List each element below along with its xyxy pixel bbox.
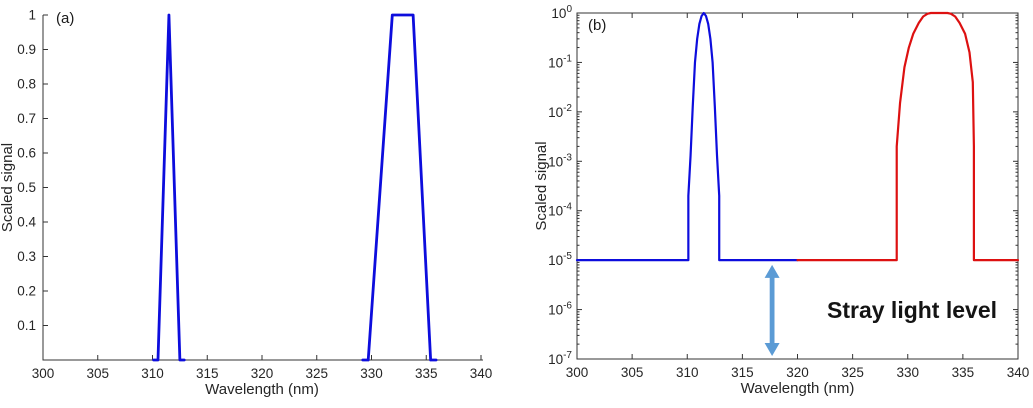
- tick-exponent: -5: [563, 251, 572, 262]
- panel-a: 300 305 310 315 320 325 330 335 340 0.1 0.2 0.3 0.4 0…: [0, 8, 492, 399]
- y-tick-label: 0.1: [17, 318, 36, 333]
- x-tick-label: 305: [621, 365, 644, 380]
- x-tick-label: 300: [566, 365, 589, 380]
- y-tick-label: 10-3: [548, 152, 572, 169]
- stray-light-level-label: Stray light level: [827, 297, 998, 323]
- series-slit-function-band-333nm: [361, 13, 438, 362]
- tick-mantissa: 10: [548, 253, 563, 268]
- stray-light-arrow-icon: [764, 264, 780, 356]
- x-tick-label: 340: [1007, 365, 1030, 380]
- y-tick-label: 10-4: [548, 202, 572, 219]
- y-tick-label: 0.4: [17, 215, 36, 230]
- y-tick-label: 0.7: [17, 111, 36, 126]
- tick-mantissa: 10: [548, 55, 563, 70]
- y-tick-label: 0.8: [17, 77, 36, 92]
- y-tick-label: 10-2: [548, 103, 572, 120]
- x-tick-label: 310: [141, 366, 164, 381]
- x-tick-label: 325: [305, 366, 328, 381]
- y-axis-label: Scaled signal: [533, 141, 550, 230]
- tick-exponent: -3: [563, 152, 572, 163]
- y-tick-label: 10-1: [548, 53, 572, 70]
- y-tick-label: 10-7: [548, 350, 572, 367]
- x-tick-label: 315: [196, 366, 219, 381]
- panel-a-label: (a): [56, 10, 75, 27]
- tick-exponent: 0: [566, 4, 572, 15]
- y-tick-label: 100: [551, 4, 572, 21]
- tick-exponent: -4: [563, 202, 572, 213]
- tick-mantissa: 10: [551, 6, 566, 21]
- x-tick-label: 325: [841, 365, 864, 380]
- x-tick-label: 310: [676, 365, 699, 380]
- tick-exponent: -7: [563, 350, 572, 361]
- x-tick-label: 300: [32, 366, 55, 381]
- tick-exponent: -2: [563, 103, 572, 114]
- x-tick-label: 320: [786, 365, 809, 380]
- y-tick-label: 0.6: [17, 146, 36, 161]
- x-tick-label: 340: [470, 366, 493, 381]
- y-tick-label: 10-5: [548, 251, 572, 268]
- y-tick-label: 0.2: [17, 284, 36, 299]
- x-tick-label: 305: [86, 366, 109, 381]
- tick-mantissa: 10: [548, 105, 563, 120]
- y-axis-label: Scaled signal: [0, 143, 16, 232]
- x-tick-label: 335: [952, 365, 975, 380]
- y-tick-label: 1: [28, 8, 36, 23]
- x-axis-label: Wavelength (nm): [205, 381, 319, 398]
- x-axis-label: Wavelength (nm): [741, 380, 855, 397]
- tick-mantissa: 10: [548, 204, 563, 219]
- tick-mantissa: 10: [548, 154, 563, 169]
- y-tick-label: 0.3: [17, 249, 36, 264]
- tick-mantissa: 10: [548, 352, 563, 367]
- x-tick-label: 320: [251, 366, 274, 381]
- series-band-333nm-log-scale: [796, 11, 1020, 262]
- series-band-311nm-log-scale: [575, 11, 799, 262]
- x-tick-label: 315: [731, 365, 754, 380]
- panel-b: 300 305 310 315 320 325 330 335 34010010-110-210…: [533, 4, 1029, 397]
- tick-exponent: -6: [563, 301, 572, 312]
- tick-exponent: -1: [563, 53, 572, 64]
- x-tick-label: 330: [360, 366, 383, 381]
- tick-mantissa: 10: [548, 303, 563, 318]
- series-slit-function-band-311nm: [152, 13, 186, 362]
- y-tick-label: 10-6: [548, 301, 572, 318]
- x-tick-label: 330: [896, 365, 919, 380]
- x-tick-label: 335: [415, 366, 438, 381]
- y-tick-label: 0.5: [17, 180, 36, 195]
- y-tick-label: 0.9: [17, 42, 36, 57]
- panel-b-label: (b): [588, 17, 607, 34]
